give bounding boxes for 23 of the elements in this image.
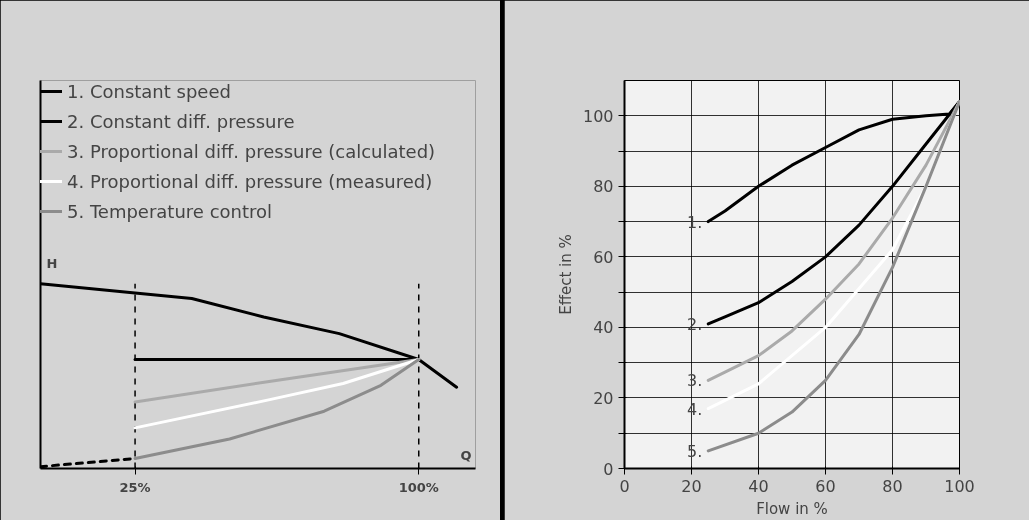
y-tick-label: 40 (593, 318, 614, 338)
x-tick-label: 100% (398, 479, 439, 495)
y-axis-title: Effect in % (556, 234, 575, 315)
y-tick-label: 60 (593, 247, 614, 267)
x-tick-label: 20 (681, 476, 702, 496)
y-tick-label: 20 (593, 388, 614, 408)
legend-label: 5. Temperature control (67, 200, 273, 222)
x-tick-label: 100 (944, 476, 975, 496)
y-axis-title: H (46, 256, 58, 272)
legend-label: 1. Constant speed (67, 80, 231, 102)
legend-label: 2. Constant diff. pressure (67, 110, 295, 132)
x-tick-label: 25% (119, 479, 151, 495)
legend-label: 4. Proportional diff. pressure (measured) (67, 170, 433, 192)
x-tick-label: 40 (748, 476, 769, 496)
x-tick-label: 80 (882, 476, 903, 496)
x-axis-title: Flow in % (756, 499, 828, 518)
x-axis-title: Q (460, 447, 472, 463)
y-tick-label: 100 (582, 106, 614, 126)
x-tick-label: 60 (815, 476, 836, 496)
x-tick-label: 0 (619, 476, 630, 496)
y-tick-label: 80 (593, 177, 614, 197)
y-tick-label: 0 (603, 459, 614, 479)
legend-label: 3. Proportional diff. pressure (calculated) (67, 140, 436, 162)
